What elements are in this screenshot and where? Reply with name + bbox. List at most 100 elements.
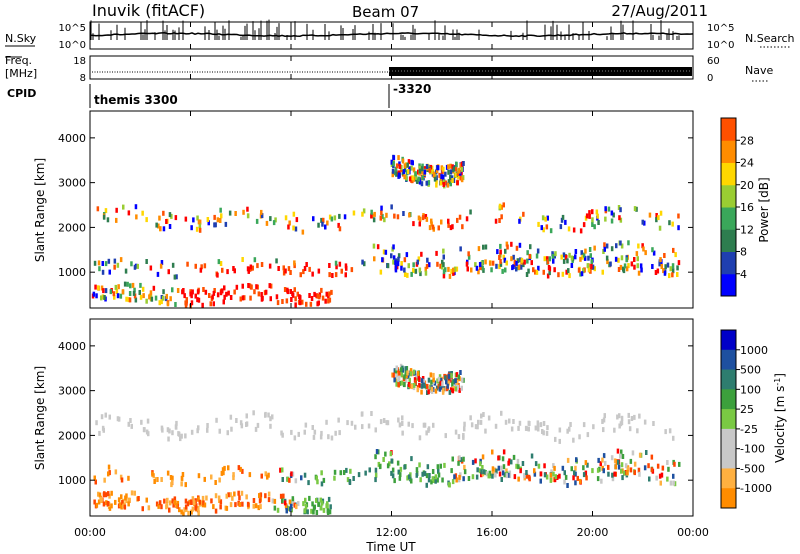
heatmap-cell: [465, 216, 469, 222]
heatmap-cell: [660, 472, 664, 478]
noise-left-tick-top: 10^5: [59, 23, 86, 34]
heatmap-cell: [435, 250, 438, 256]
heatmap-cell: [260, 473, 263, 479]
heatmap-cell: [550, 469, 553, 475]
heatmap-cell: [235, 284, 239, 290]
heatmap-cell: [289, 289, 292, 294]
heatmap-cell: [619, 264, 623, 270]
heatmap-cell: [196, 428, 199, 434]
heatmap-cell: [591, 222, 594, 227]
heatmap-cell: [474, 262, 477, 268]
heatmap-cell: [462, 476, 465, 482]
heatmap-cell: [460, 166, 464, 172]
heatmap-cell: [416, 179, 419, 184]
heatmap-cell: [392, 244, 395, 250]
heatmap-cell: [587, 255, 590, 261]
heatmap-cell: [254, 503, 258, 509]
heatmap-cell: [344, 272, 347, 278]
heatmap-cell: [517, 476, 520, 482]
heatmap-cell: [293, 287, 296, 293]
heatmap-cell: [548, 256, 552, 262]
heatmap-cell: [400, 380, 404, 386]
heatmap-cell: [412, 268, 415, 273]
heatmap-cell: [128, 297, 132, 303]
heatmap-cell: [373, 211, 376, 217]
heatmap-cell: [505, 473, 509, 479]
heatmap-cell: [283, 500, 287, 506]
heatmap-cell: [500, 410, 503, 416]
heatmap-cell: [561, 271, 565, 277]
heatmap-cell: [510, 241, 513, 247]
heatmap-cell: [348, 479, 352, 484]
heatmap-cell: [269, 416, 272, 422]
heatmap-cell: [525, 473, 529, 479]
heatmap-cell: [652, 250, 656, 256]
heatmap-cell: [210, 498, 213, 504]
heatmap-cell: [601, 457, 604, 463]
heatmap-cell: [436, 261, 439, 267]
heatmap-cell: [98, 492, 102, 498]
heatmap-cell: [246, 206, 249, 212]
heatmap-cell: [444, 267, 447, 273]
heatmap-cell: [439, 263, 442, 269]
heatmap-cell: [510, 256, 513, 262]
heatmap-cell: [391, 473, 395, 479]
heatmap-cell: [328, 291, 331, 297]
heatmap-cell: [260, 292, 263, 297]
heatmap-cell: [460, 170, 463, 176]
heatmap-cell: [254, 426, 258, 432]
heatmap-cell: [554, 251, 557, 257]
heatmap-cell: [666, 262, 670, 268]
heatmap-cell: [312, 434, 316, 440]
heatmap-cell: [203, 263, 207, 269]
heatmap-cell: [119, 293, 123, 299]
heatmap-cell: [394, 368, 398, 374]
heatmap-cell: [327, 434, 330, 440]
heatmap-cell: [313, 291, 316, 297]
heatmap-cell: [438, 172, 441, 178]
heatmap-cell: [382, 418, 386, 423]
heatmap-cell: [315, 475, 318, 481]
heatmap-cell: [673, 481, 677, 487]
heatmap-cell: [95, 420, 98, 426]
heatmap-cell: [107, 471, 110, 477]
heatmap-cell: [500, 477, 503, 482]
heatmap-cell: [508, 458, 511, 464]
heatmap-cell: [554, 436, 557, 442]
heatmap-cell: [207, 220, 210, 226]
heatmap-cell: [500, 465, 503, 471]
heatmap-cell: [167, 436, 170, 442]
heatmap-cell: [477, 269, 480, 275]
heatmap-cell: [582, 222, 586, 228]
heatmap-cell: [392, 161, 395, 167]
heatmap-cell: [160, 299, 163, 305]
heatmap-cell: [168, 212, 172, 218]
heatmap-cell: [494, 218, 498, 224]
heatmap-cell: [412, 221, 415, 227]
heatmap-cell: [615, 459, 619, 465]
y-tick-label: 2000: [58, 429, 86, 442]
heatmap-cell: [401, 421, 404, 426]
heatmap-cell: [114, 469, 118, 475]
heatmap-cell: [677, 260, 681, 266]
heatmap-cell: [570, 255, 574, 261]
heatmap-cell: [404, 366, 407, 372]
heatmap-cell: [530, 260, 533, 266]
heatmap-cell: [413, 377, 417, 383]
heatmap-cell: [554, 474, 558, 480]
heatmap-cell: [180, 481, 183, 487]
heatmap-cell: [399, 466, 403, 472]
heatmap-cell: [392, 372, 395, 378]
heatmap-cell: [619, 217, 623, 223]
heatmap-cell: [527, 268, 530, 274]
heatmap-cell: [591, 264, 595, 270]
heatmap-cell: [593, 245, 596, 251]
heatmap-cell: [267, 472, 270, 478]
heatmap-cell: [499, 261, 503, 267]
heatmap-cell: [436, 477, 439, 483]
heatmap-cell: [669, 266, 672, 272]
heatmap-cell: [480, 472, 483, 478]
colorbar-tick-label: 16: [740, 201, 754, 214]
heatmap-cell: [319, 434, 323, 440]
